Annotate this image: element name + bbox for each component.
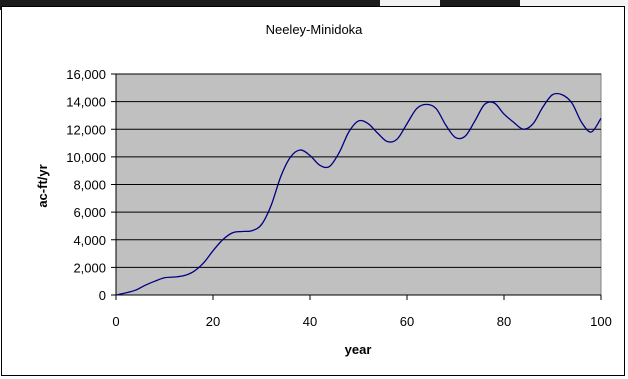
series-line bbox=[115, 92, 602, 296]
x-axis-title: year bbox=[345, 342, 372, 357]
x-tick-label: 80 bbox=[497, 314, 511, 329]
top-cropped-strip bbox=[0, 0, 628, 10]
series-layer bbox=[115, 92, 602, 296]
top-strip-light-gap bbox=[380, 0, 440, 10]
y-tick-label: 14,000 bbox=[66, 95, 106, 110]
x-tick-label: 60 bbox=[400, 314, 414, 329]
y-tick-label: 16,000 bbox=[66, 67, 106, 82]
x-tick-label: 100 bbox=[590, 314, 612, 329]
y-tick-label: 10,000 bbox=[66, 150, 106, 165]
x-tick-label: 20 bbox=[206, 314, 220, 329]
x-tick-label: 0 bbox=[112, 314, 119, 329]
y-tick-label: 8,000 bbox=[73, 178, 106, 193]
y-tick-label: 2,000 bbox=[73, 260, 106, 275]
y-axis-title: ac-ft/yr bbox=[35, 164, 50, 207]
top-strip-light-gap bbox=[520, 0, 628, 10]
y-tick-label: 4,000 bbox=[73, 233, 106, 248]
x-tick-label: 40 bbox=[303, 314, 317, 329]
chart-title: Neeley-Minidoka bbox=[266, 22, 364, 37]
y-tick-label: 12,000 bbox=[66, 122, 106, 137]
axis-ticks: 0 2,000 4,000 6,000 8,000 10,000 12,000 14,000 1… bbox=[66, 67, 612, 329]
y-tick-label: 0 bbox=[99, 288, 106, 303]
y-tick-label: 6,000 bbox=[73, 205, 106, 220]
